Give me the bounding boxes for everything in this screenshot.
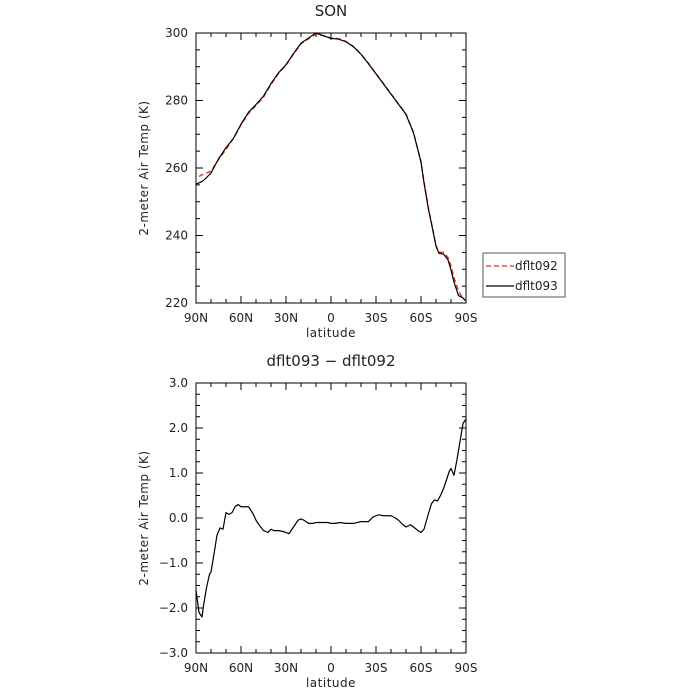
x-tick-label: 0 bbox=[327, 661, 335, 675]
top-chart-title: SON bbox=[315, 2, 348, 20]
x-tick-label: 30N bbox=[274, 311, 298, 325]
y-tick-label: 220 bbox=[165, 296, 188, 310]
top-y-tick-labels: 220 240 260 280 300 bbox=[165, 26, 188, 310]
series-line-dflt093 bbox=[195, 32, 466, 302]
x-tick-label: 60N bbox=[229, 661, 253, 675]
bottom-chart-title: dflt093 − dflt092 bbox=[266, 352, 395, 370]
x-tick-label: 90S bbox=[455, 311, 478, 325]
bottom-x-axis-label: latitude bbox=[306, 676, 356, 690]
y-tick-label: 300 bbox=[165, 26, 188, 40]
x-tick-label: 30S bbox=[365, 661, 388, 675]
bottom-panel: 90N 60N 30N 0 30S 60S 90S 3.0 2.0 1.0 0.0 −1.0 −2.0… bbox=[137, 352, 477, 690]
x-tick-label: 90S bbox=[455, 661, 478, 675]
bottom-y-axis-label: 2-meter Air Temp (K) bbox=[137, 450, 151, 585]
y-tick-label: 2.0 bbox=[169, 421, 188, 435]
top-x-tick-labels: 90N 60N 30N 0 30S 60S 90S bbox=[184, 311, 478, 325]
y-tick-label: 1.0 bbox=[169, 466, 188, 480]
bottom-x-tick-labels: 90N 60N 30N 0 30S 60S 90S bbox=[184, 661, 478, 675]
top-axis-ticks bbox=[195, 32, 467, 304]
legend-box bbox=[482, 252, 566, 298]
top-series-lines bbox=[195, 32, 466, 302]
y-tick-label: −2.0 bbox=[159, 601, 188, 615]
y-tick-label: 240 bbox=[165, 229, 188, 243]
legend: dflt092 dflt093 bbox=[482, 252, 566, 298]
x-tick-label: 60N bbox=[229, 311, 253, 325]
bottom-series-lines bbox=[195, 418, 467, 618]
bottom-axis-ticks bbox=[195, 382, 467, 654]
legend-label-dflt093: dflt093 bbox=[515, 279, 558, 293]
top-y-axis-label: 2-meter Air Temp (K) bbox=[137, 100, 151, 235]
y-tick-label: −3.0 bbox=[159, 646, 188, 660]
y-tick-label: −1.0 bbox=[159, 556, 188, 570]
y-tick-label: 0.0 bbox=[169, 511, 188, 525]
series-line-difference bbox=[195, 418, 467, 618]
x-tick-label: 60S bbox=[410, 311, 433, 325]
bottom-y-tick-labels: 3.0 2.0 1.0 0.0 −1.0 −2.0 −3.0 bbox=[159, 376, 188, 660]
x-tick-label: 30N bbox=[274, 661, 298, 675]
y-tick-label: 3.0 bbox=[169, 376, 188, 390]
x-tick-label: 60S bbox=[410, 661, 433, 675]
x-tick-label: 90N bbox=[184, 311, 208, 325]
y-tick-label: 280 bbox=[165, 94, 188, 108]
x-tick-label: 0 bbox=[327, 311, 335, 325]
y-tick-label: 260 bbox=[165, 161, 188, 175]
top-x-axis-label: latitude bbox=[306, 326, 356, 340]
legend-label-dflt092: dflt092 bbox=[515, 259, 558, 273]
x-tick-label: 90N bbox=[184, 661, 208, 675]
x-tick-label: 30S bbox=[365, 311, 388, 325]
